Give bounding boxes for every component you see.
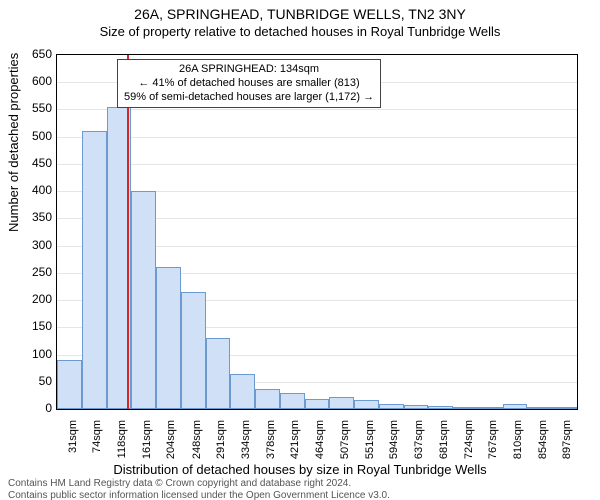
y-tick-label: 600 [8, 74, 52, 88]
histogram-bar [57, 360, 82, 409]
y-tick-label: 350 [8, 210, 52, 224]
histogram-bar [82, 131, 107, 409]
histogram-bar [181, 292, 206, 409]
y-tick-label: 200 [8, 292, 52, 306]
histogram-bar [428, 406, 453, 409]
histogram-bar [206, 338, 231, 409]
x-axis-title: Distribution of detached houses by size … [0, 462, 600, 477]
y-tick-label: 300 [8, 238, 52, 252]
chart-container: 26A, SPRINGHEAD, TUNBRIDGE WELLS, TN2 3N… [0, 6, 600, 500]
histogram-bar [280, 393, 305, 409]
y-tick-label: 150 [8, 319, 52, 333]
histogram-bar [527, 407, 552, 409]
histogram-bar [329, 397, 354, 409]
y-tick-label: 50 [8, 374, 52, 388]
y-tick-label: 100 [8, 347, 52, 361]
y-tick-label: 550 [8, 101, 52, 115]
y-tick-label: 500 [8, 129, 52, 143]
plot-area: 26A SPRINGHEAD: 134sqm← 41% of detached … [56, 54, 578, 410]
y-tick-label: 400 [8, 183, 52, 197]
histogram-bar [305, 399, 330, 409]
annotation-box: 26A SPRINGHEAD: 134sqm← 41% of detached … [117, 59, 381, 108]
histogram-bar [552, 407, 577, 409]
footer-line-2: Contains public sector information licen… [8, 490, 390, 500]
y-tick-label: 0 [8, 401, 52, 415]
histogram-bar [255, 389, 280, 409]
histogram-bar [354, 400, 379, 409]
histogram-bar [156, 267, 181, 409]
annotation-line3: 59% of semi-detached houses are larger (… [124, 91, 374, 105]
gridline-h [57, 137, 577, 138]
chart-title: 26A, SPRINGHEAD, TUNBRIDGE WELLS, TN2 3N… [0, 6, 600, 22]
y-tick-label: 650 [8, 47, 52, 61]
histogram-bar [404, 405, 429, 409]
gridline-h [57, 164, 577, 165]
histogram-bar [478, 407, 503, 409]
footer-line-1: Contains HM Land Registry data © Crown c… [8, 478, 390, 490]
histogram-bar [453, 407, 478, 409]
histogram-bar [503, 404, 528, 409]
annotation-line1: 26A SPRINGHEAD: 134sqm [124, 63, 374, 77]
gridline-h [57, 109, 577, 110]
chart-subtitle: Size of property relative to detached ho… [0, 24, 600, 39]
annotation-line2: ← 41% of detached houses are smaller (81… [124, 77, 374, 91]
footer-attribution: Contains HM Land Registry data © Crown c… [8, 478, 390, 500]
histogram-bar [379, 404, 404, 409]
histogram-bar [230, 374, 255, 409]
histogram-bar [131, 191, 156, 409]
y-tick-label: 250 [8, 265, 52, 279]
y-tick-label: 450 [8, 156, 52, 170]
